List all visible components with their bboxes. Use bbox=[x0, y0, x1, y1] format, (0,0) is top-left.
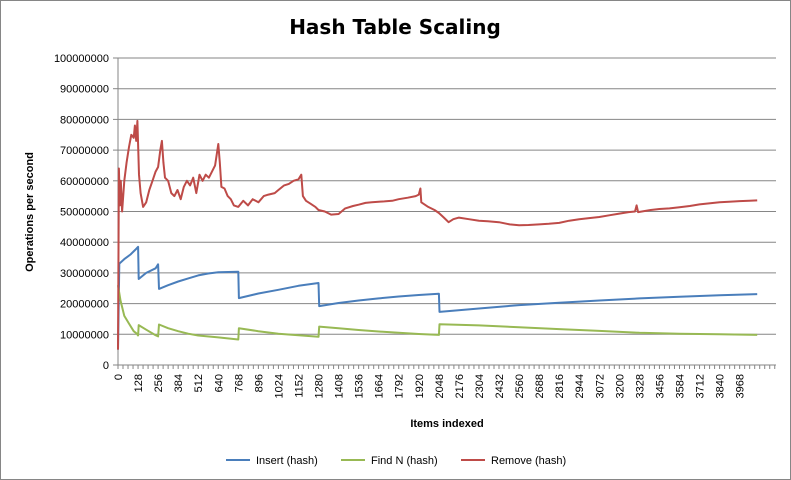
x-tick-label: 2560 bbox=[514, 374, 526, 398]
x-tick-label: 0 bbox=[113, 374, 125, 380]
x-tick-label: 2176 bbox=[454, 374, 466, 398]
x-tick-label: 3200 bbox=[614, 374, 626, 398]
x-axis: 0 128 256 384 512 640 768 896 1024 1152 1280 1408 15… bbox=[113, 364, 776, 398]
legend: Insert (hash) Find N (hash) Remove (hash) bbox=[226, 455, 566, 467]
chart-title: Hash Table Scaling bbox=[289, 15, 501, 39]
x-tick-label: 3328 bbox=[634, 374, 646, 398]
series-line-2 bbox=[117, 119, 758, 350]
series-line-0 bbox=[117, 245, 758, 350]
legend-label: Insert (hash) bbox=[256, 455, 318, 467]
gridlines bbox=[118, 57, 776, 366]
y-tick-label: 20000000 bbox=[60, 299, 109, 311]
x-tick-label: 384 bbox=[173, 374, 185, 392]
x-tick-label: 3968 bbox=[735, 374, 747, 398]
x-tick-label: 128 bbox=[133, 374, 145, 392]
x-tick-label: 2432 bbox=[494, 374, 506, 398]
x-tick-label: 1408 bbox=[334, 374, 346, 398]
x-tick-label: 256 bbox=[153, 374, 165, 392]
y-axis-title: Operations per second bbox=[24, 152, 36, 272]
y-tick-label: 100000000 bbox=[54, 53, 109, 65]
x-tick-label: 1664 bbox=[374, 374, 386, 398]
x-tick-label: 2048 bbox=[434, 374, 446, 398]
x-tick-label: 1792 bbox=[394, 374, 406, 398]
y-tick-label: 10000000 bbox=[60, 329, 109, 341]
x-tick-label: 1024 bbox=[273, 374, 285, 398]
x-tick-label: 768 bbox=[233, 374, 245, 392]
x-tick-label: 2688 bbox=[534, 374, 546, 398]
y-tick-label: 70000000 bbox=[60, 145, 109, 157]
x-tick-label: 896 bbox=[253, 374, 265, 392]
y-tick-label: 60000000 bbox=[60, 176, 109, 188]
y-tick-label: 80000000 bbox=[60, 114, 109, 126]
plot-area bbox=[117, 119, 758, 350]
x-tick-label: 512 bbox=[193, 374, 205, 392]
y-axis: 0 10000000 20000000 30000000 40000000 5000000… bbox=[54, 53, 119, 372]
x-tick-label: 3840 bbox=[715, 374, 727, 398]
x-tick-label: 3456 bbox=[654, 374, 666, 398]
y-tick-label: 90000000 bbox=[60, 84, 109, 96]
x-tick-label: 2944 bbox=[574, 374, 586, 398]
y-tick-label: 0 bbox=[103, 360, 109, 372]
x-tick-label: 3072 bbox=[594, 374, 606, 398]
y-tick-label: 50000000 bbox=[60, 207, 109, 219]
x-tick-label: 1152 bbox=[293, 374, 305, 398]
x-tick-label: 3584 bbox=[674, 374, 686, 398]
x-tick-label: 1920 bbox=[414, 374, 426, 398]
x-tick-label: 2816 bbox=[554, 374, 566, 398]
series-line-1 bbox=[117, 285, 758, 341]
legend-label: Find N (hash) bbox=[371, 455, 438, 467]
x-tick-label: 1280 bbox=[314, 374, 326, 398]
y-tick-label: 40000000 bbox=[60, 237, 109, 249]
x-tick-label: 3712 bbox=[695, 374, 707, 398]
legend-label: Remove (hash) bbox=[491, 455, 566, 467]
x-tick-label: 640 bbox=[213, 374, 225, 392]
x-tick-label: 2304 bbox=[474, 374, 486, 398]
x-axis-title: Items indexed bbox=[410, 418, 483, 430]
y-tick-label: 30000000 bbox=[60, 268, 109, 280]
x-tick-label: 1536 bbox=[354, 374, 366, 398]
